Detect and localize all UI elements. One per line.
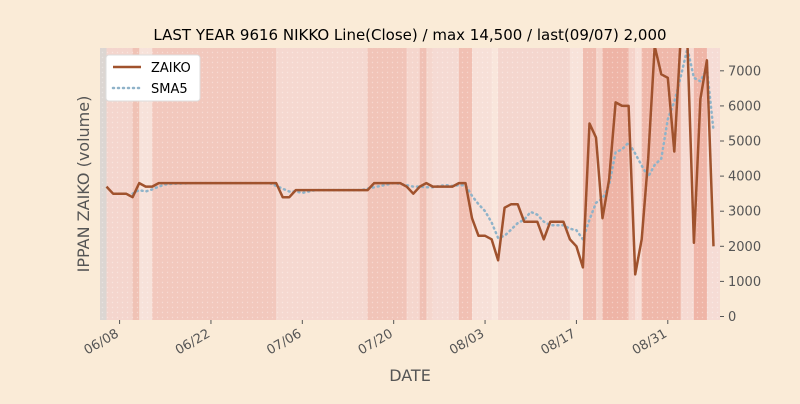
x-tick-label: 06/22 [173,326,213,358]
x-tick-label: 08/03 [447,326,487,358]
legend: ZAIKO SMA5 [105,54,201,102]
plot-area [100,48,720,320]
chart-title: LAST YEAR 9616 NIKKO Line(Close) / max 1… [153,26,666,44]
x-tick-label: 07/06 [264,326,304,358]
y-tick-label: 2000 [728,240,761,255]
y-tick-label: 7000 [728,64,761,79]
series-lines [105,48,715,276]
y-tick-label: 0 [728,310,736,325]
y-tick-label: 4000 [728,170,761,185]
x-tick-label: 08/31 [630,326,670,358]
y-tick-label: 3000 [728,205,761,220]
x-axis: 06/08 06/22 07/06 07/20 08/03 08/17 08/31 [82,320,670,358]
x-tick-label: 06/08 [82,326,122,358]
y-tick-label: 6000 [728,99,761,114]
x-axis-label: DATE [389,366,431,385]
legend-label-sma5: SMA5 [151,82,188,97]
y-axis-label: IPPAN ZAIKO (volume) [74,96,93,273]
x-tick-label: 08/17 [538,326,578,358]
series-line-zaiko [105,48,715,276]
y-axis: 0 1000 2000 3000 4000 5000 6000 7000 [720,64,761,325]
legend-label-zaiko: ZAIKO [151,61,191,76]
x-tick-label: 07/20 [356,326,396,358]
y-tick-label: 1000 [728,275,761,290]
series-line-sma5 [131,48,715,241]
y-tick-label: 5000 [728,135,761,150]
